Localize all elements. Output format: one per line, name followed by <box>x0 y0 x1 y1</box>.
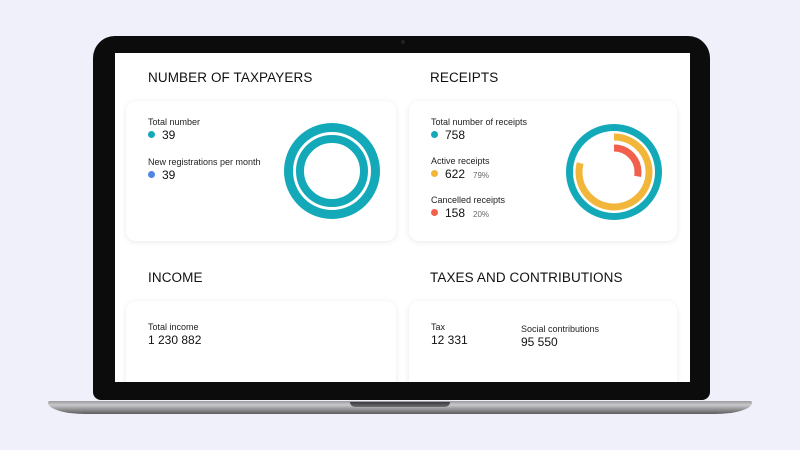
active-receipts-value: 622 79% <box>431 167 489 181</box>
taxpayers-ring-chart <box>284 123 380 219</box>
cancelled-receipts-value: 158 20% <box>431 206 489 220</box>
cancelled-receipts-label: Cancelled receipts <box>431 195 506 205</box>
total-receipts-value: 758 <box>431 128 465 142</box>
red-dot-icon <box>431 209 438 216</box>
taxpayers-card: Total number 39 New registrations per mo… <box>126 101 396 241</box>
new-registrations-label: New registrations per month <box>148 157 261 167</box>
teal-dot-icon <box>431 131 438 138</box>
income-title: INCOME <box>148 270 203 285</box>
taxes-card: Tax 12 331 Social contributions 95 550 <box>409 301 677 382</box>
dashboard-screen: NUMBER OF TAXPAYERS Total number 39 New … <box>115 53 690 382</box>
income-card: Total income 1 230 882 <box>126 301 396 382</box>
teal-dot-icon <box>148 131 155 138</box>
taxes-title: TAXES AND CONTRIBUTIONS <box>430 270 623 285</box>
active-receipts-label: Active receipts <box>431 156 490 166</box>
yellow-dot-icon <box>431 170 438 177</box>
total-receipts: 758 <box>445 128 466 142</box>
receipts-card: Total number of receipts 758 Active rece… <box>409 101 677 241</box>
laptop-base <box>48 401 752 414</box>
social-contributions-label: Social contributions <box>521 324 600 334</box>
tax-label: Tax <box>431 322 446 332</box>
total-income-value: 1 230 882 <box>148 333 202 347</box>
social-contributions-value: 95 550 <box>521 335 558 349</box>
total-income-label: Total income <box>148 322 199 332</box>
receipts-title: RECEIPTS <box>430 70 499 85</box>
active-receipts: 622 <box>445 167 466 181</box>
total-receipts-label: Total number of receipts <box>431 117 528 127</box>
total-number-label: Total number <box>148 117 201 127</box>
total-number: 39 <box>162 128 176 142</box>
cancelled-receipts: 158 <box>445 206 466 220</box>
camera <box>401 40 405 44</box>
new-registrations-value: 39 <box>148 168 175 182</box>
receipts-ring-chart <box>566 124 662 220</box>
tax-value: 12 331 <box>431 333 468 347</box>
blue-dot-icon <box>148 171 155 178</box>
cancelled-receipts-pct: 20% <box>473 210 490 219</box>
total-number-value: 39 <box>148 128 175 142</box>
laptop-notch <box>350 402 450 407</box>
taxpayers-title: NUMBER OF TAXPAYERS <box>148 70 313 85</box>
active-receipts-pct: 79% <box>473 171 490 180</box>
new-registrations: 39 <box>162 168 176 182</box>
